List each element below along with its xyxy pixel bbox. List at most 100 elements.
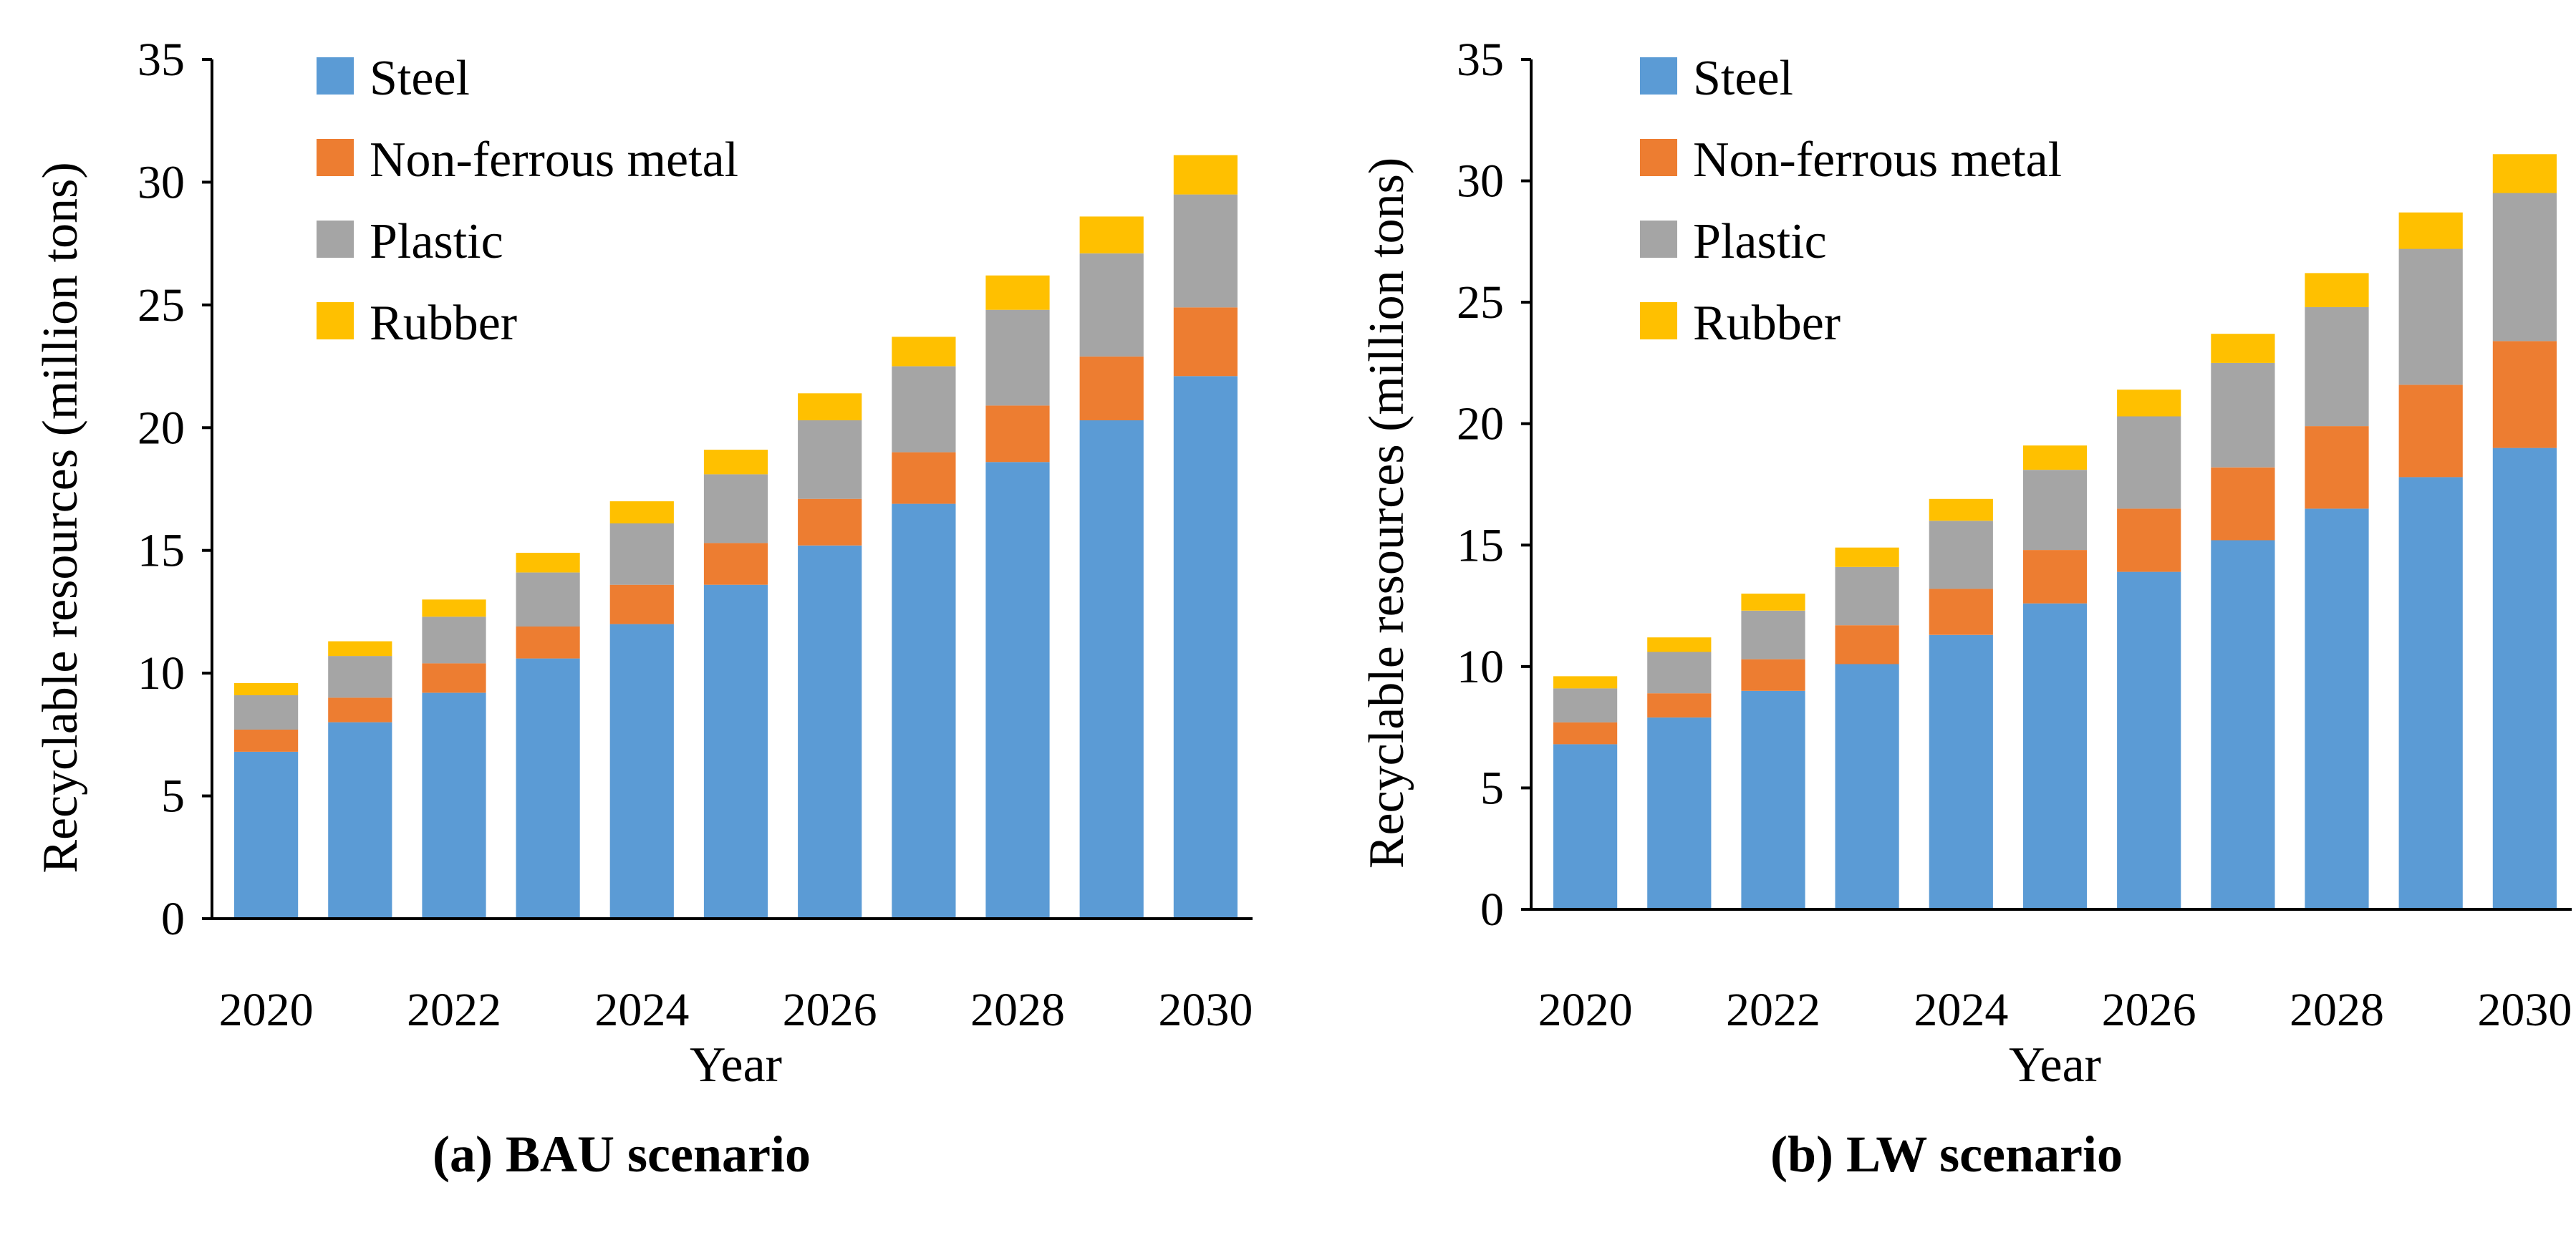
panel-b-bar-plastic-2022: [1741, 610, 1805, 659]
panel-a-bar-steel-2027: [892, 503, 956, 919]
panel-b-bar-rubber-2030: [2492, 154, 2557, 193]
panel-a-bar-non_ferrous_metal-2028: [985, 405, 1050, 463]
panel-b-bar-steel-2021: [1647, 717, 1712, 909]
panel-b-legend-swatch-rubber: [1640, 302, 1677, 339]
panel-a-bar-rubber-2025: [703, 450, 768, 475]
panel-a-bar-non_ferrous_metal-2023: [516, 627, 580, 659]
panel-b-bar-steel-2020: [1553, 744, 1618, 909]
panel-a-bar-rubber-2030: [1173, 155, 1238, 195]
panel-a-bar-non_ferrous_metal-2026: [798, 498, 862, 546]
panel-b-bar-plastic-2023: [1835, 566, 1899, 626]
panel-b-bar-rubber-2024: [1929, 498, 1993, 521]
panel-a-bar-rubber-2020: [234, 682, 299, 695]
panel-a-bar-non_ferrous_metal-2027: [892, 452, 956, 504]
panel-a-bar-steel-2028: [985, 462, 1050, 919]
panel-a-y-tick-label-10: 10: [138, 647, 185, 700]
panel-a-x-axis-title: Year: [690, 1038, 782, 1093]
panel-b-y-tick-label-35: 35: [1457, 34, 1504, 86]
panel-a-bar-rubber-2023: [516, 553, 580, 573]
panel-a-y-tick-label-20: 20: [138, 402, 185, 454]
panel-b-bar-non_ferrous_metal-2021: [1647, 693, 1712, 718]
panel-b-legend-label-plastic: Plastic: [1693, 214, 1827, 269]
panel-b-y-axis-title: Recyclable resources (million tons): [1359, 158, 1414, 869]
panel-a-bar-non_ferrous_metal-2025: [703, 543, 768, 585]
panel-a-bar-non_ferrous_metal-2021: [328, 697, 392, 722]
panel-b-bar-non_ferrous_metal-2022: [1741, 659, 1805, 691]
panel-b-y-tick-label-25: 25: [1457, 276, 1504, 329]
panel-a-y-tick-label-35: 35: [138, 34, 185, 86]
panel-b-x-tick-label-2030: 2030: [2477, 984, 2572, 1036]
panel-a-x-tick-label-2024: 2024: [594, 984, 689, 1036]
panel-b-bar-non_ferrous_metal-2023: [1835, 625, 1899, 664]
panel-b-y-tick-label-0: 0: [1480, 884, 1504, 936]
panel-a-bar-steel-2022: [422, 692, 486, 919]
panel-b-bar-steel-2023: [1835, 664, 1899, 909]
panel-a-legend-label-steel: Steel: [370, 51, 470, 106]
panel-a-bar-steel-2021: [328, 722, 392, 919]
panel-a-bar-steel-2024: [609, 624, 674, 919]
panel-a-y-tick-label-15: 15: [138, 525, 185, 577]
panel-b-legend-label-rubber: Rubber: [1693, 296, 1841, 351]
panel-b-bar-plastic-2024: [1929, 521, 1993, 589]
panel-b-bar-plastic-2026: [2117, 416, 2181, 509]
panel-b-bar-non_ferrous_metal-2025: [2022, 550, 2088, 604]
panel-b-bar-rubber-2027: [2211, 334, 2275, 363]
panel-b-x-tick-label-2024: 2024: [1914, 984, 2008, 1036]
panel-b-bar-plastic-2029: [2398, 248, 2463, 385]
panel-a-bar-steel-2029: [1079, 420, 1144, 919]
panel-b-bar-steel-2025: [2022, 603, 2088, 909]
panel-b-x-tick-label-2028: 2028: [2290, 984, 2384, 1036]
panel-a-bar-steel-2030: [1173, 376, 1238, 919]
panel-a-caption: (a) BAU scenario: [433, 1126, 811, 1183]
panel-b-bar-plastic-2025: [2022, 470, 2088, 551]
panel-b-bar-rubber-2021: [1647, 637, 1712, 652]
panel-a-bar-rubber-2028: [985, 275, 1050, 310]
panel-a-bar-plastic-2023: [516, 572, 580, 627]
panel-b-x-tick-label-2022: 2022: [1726, 984, 1820, 1036]
panel-b-bar-rubber-2029: [2398, 212, 2463, 249]
panel-b-bar-plastic-2020: [1553, 688, 1618, 722]
panel-a-legend-swatch-rubber: [317, 302, 354, 339]
panel-b-legend-label-steel: Steel: [1693, 51, 1793, 106]
panel-a-y-axis-title: Recyclable resources (million tons): [33, 162, 88, 873]
panel-b-legend-swatch-plastic: [1640, 221, 1677, 258]
panel-b-bar-rubber-2020: [1553, 676, 1618, 689]
panel-a-bar-steel-2025: [703, 584, 768, 919]
panel-b-bar-rubber-2025: [2022, 445, 2088, 470]
panel-b-bar-steel-2022: [1741, 690, 1805, 909]
panel-b-bar-steel-2028: [2305, 508, 2369, 909]
panel-a-bar-plastic-2025: [703, 474, 768, 543]
panel-a-bar-steel-2020: [234, 751, 299, 919]
panel-a-bar-plastic-2029: [1079, 253, 1144, 357]
panel-b-bar-non_ferrous_metal-2020: [1553, 722, 1618, 745]
panel-a-bar-steel-2026: [798, 545, 862, 919]
panel-a-bar-rubber-2022: [422, 599, 486, 617]
panel-a-legend-swatch-non_ferrous_metal: [317, 139, 354, 176]
panel-a-bar-rubber-2021: [328, 641, 392, 657]
panel-b-y-tick-label-10: 10: [1457, 641, 1504, 693]
panel-a-legend-swatch-steel: [317, 57, 354, 95]
panel-a-bar-steel-2023: [516, 658, 580, 919]
panel-b-bar-steel-2024: [1929, 634, 1993, 909]
panel-b-bar-steel-2029: [2398, 477, 2463, 909]
panel-b-caption: (b) LW scenario: [1770, 1126, 2123, 1183]
panel-b-bar-plastic-2021: [1647, 652, 1712, 694]
panel-b-bar-steel-2026: [2117, 571, 2181, 909]
panel-b-y-tick-label-30: 30: [1457, 155, 1504, 208]
panel-a-bar-plastic-2021: [328, 656, 392, 698]
panel-b-x-tick-label-2026: 2026: [2102, 984, 2196, 1036]
panel-a-bar-plastic-2026: [798, 420, 862, 499]
panel-a-legend-label-plastic: Plastic: [370, 214, 503, 269]
panel-a-bar-non_ferrous_metal-2022: [422, 663, 486, 693]
panel-b-bar-plastic-2028: [2305, 306, 2369, 427]
panel-b-y-tick-label-15: 15: [1457, 519, 1504, 571]
panel-a-x-tick-label-2030: 2030: [1158, 984, 1253, 1036]
panel-b-legend-label-non_ferrous_metal: Non-ferrous metal: [1693, 132, 2062, 188]
panel-a-bar-rubber-2026: [798, 393, 862, 420]
panel-b-bar-rubber-2022: [1741, 594, 1805, 611]
panel-b-bar-plastic-2027: [2211, 362, 2275, 468]
panel-b-bar-non_ferrous_metal-2029: [2398, 385, 2463, 478]
panel-a-legend-label-rubber: Rubber: [370, 296, 517, 351]
panel-a-bar-rubber-2027: [892, 337, 956, 367]
panel-b-legend-swatch-steel: [1640, 57, 1677, 95]
